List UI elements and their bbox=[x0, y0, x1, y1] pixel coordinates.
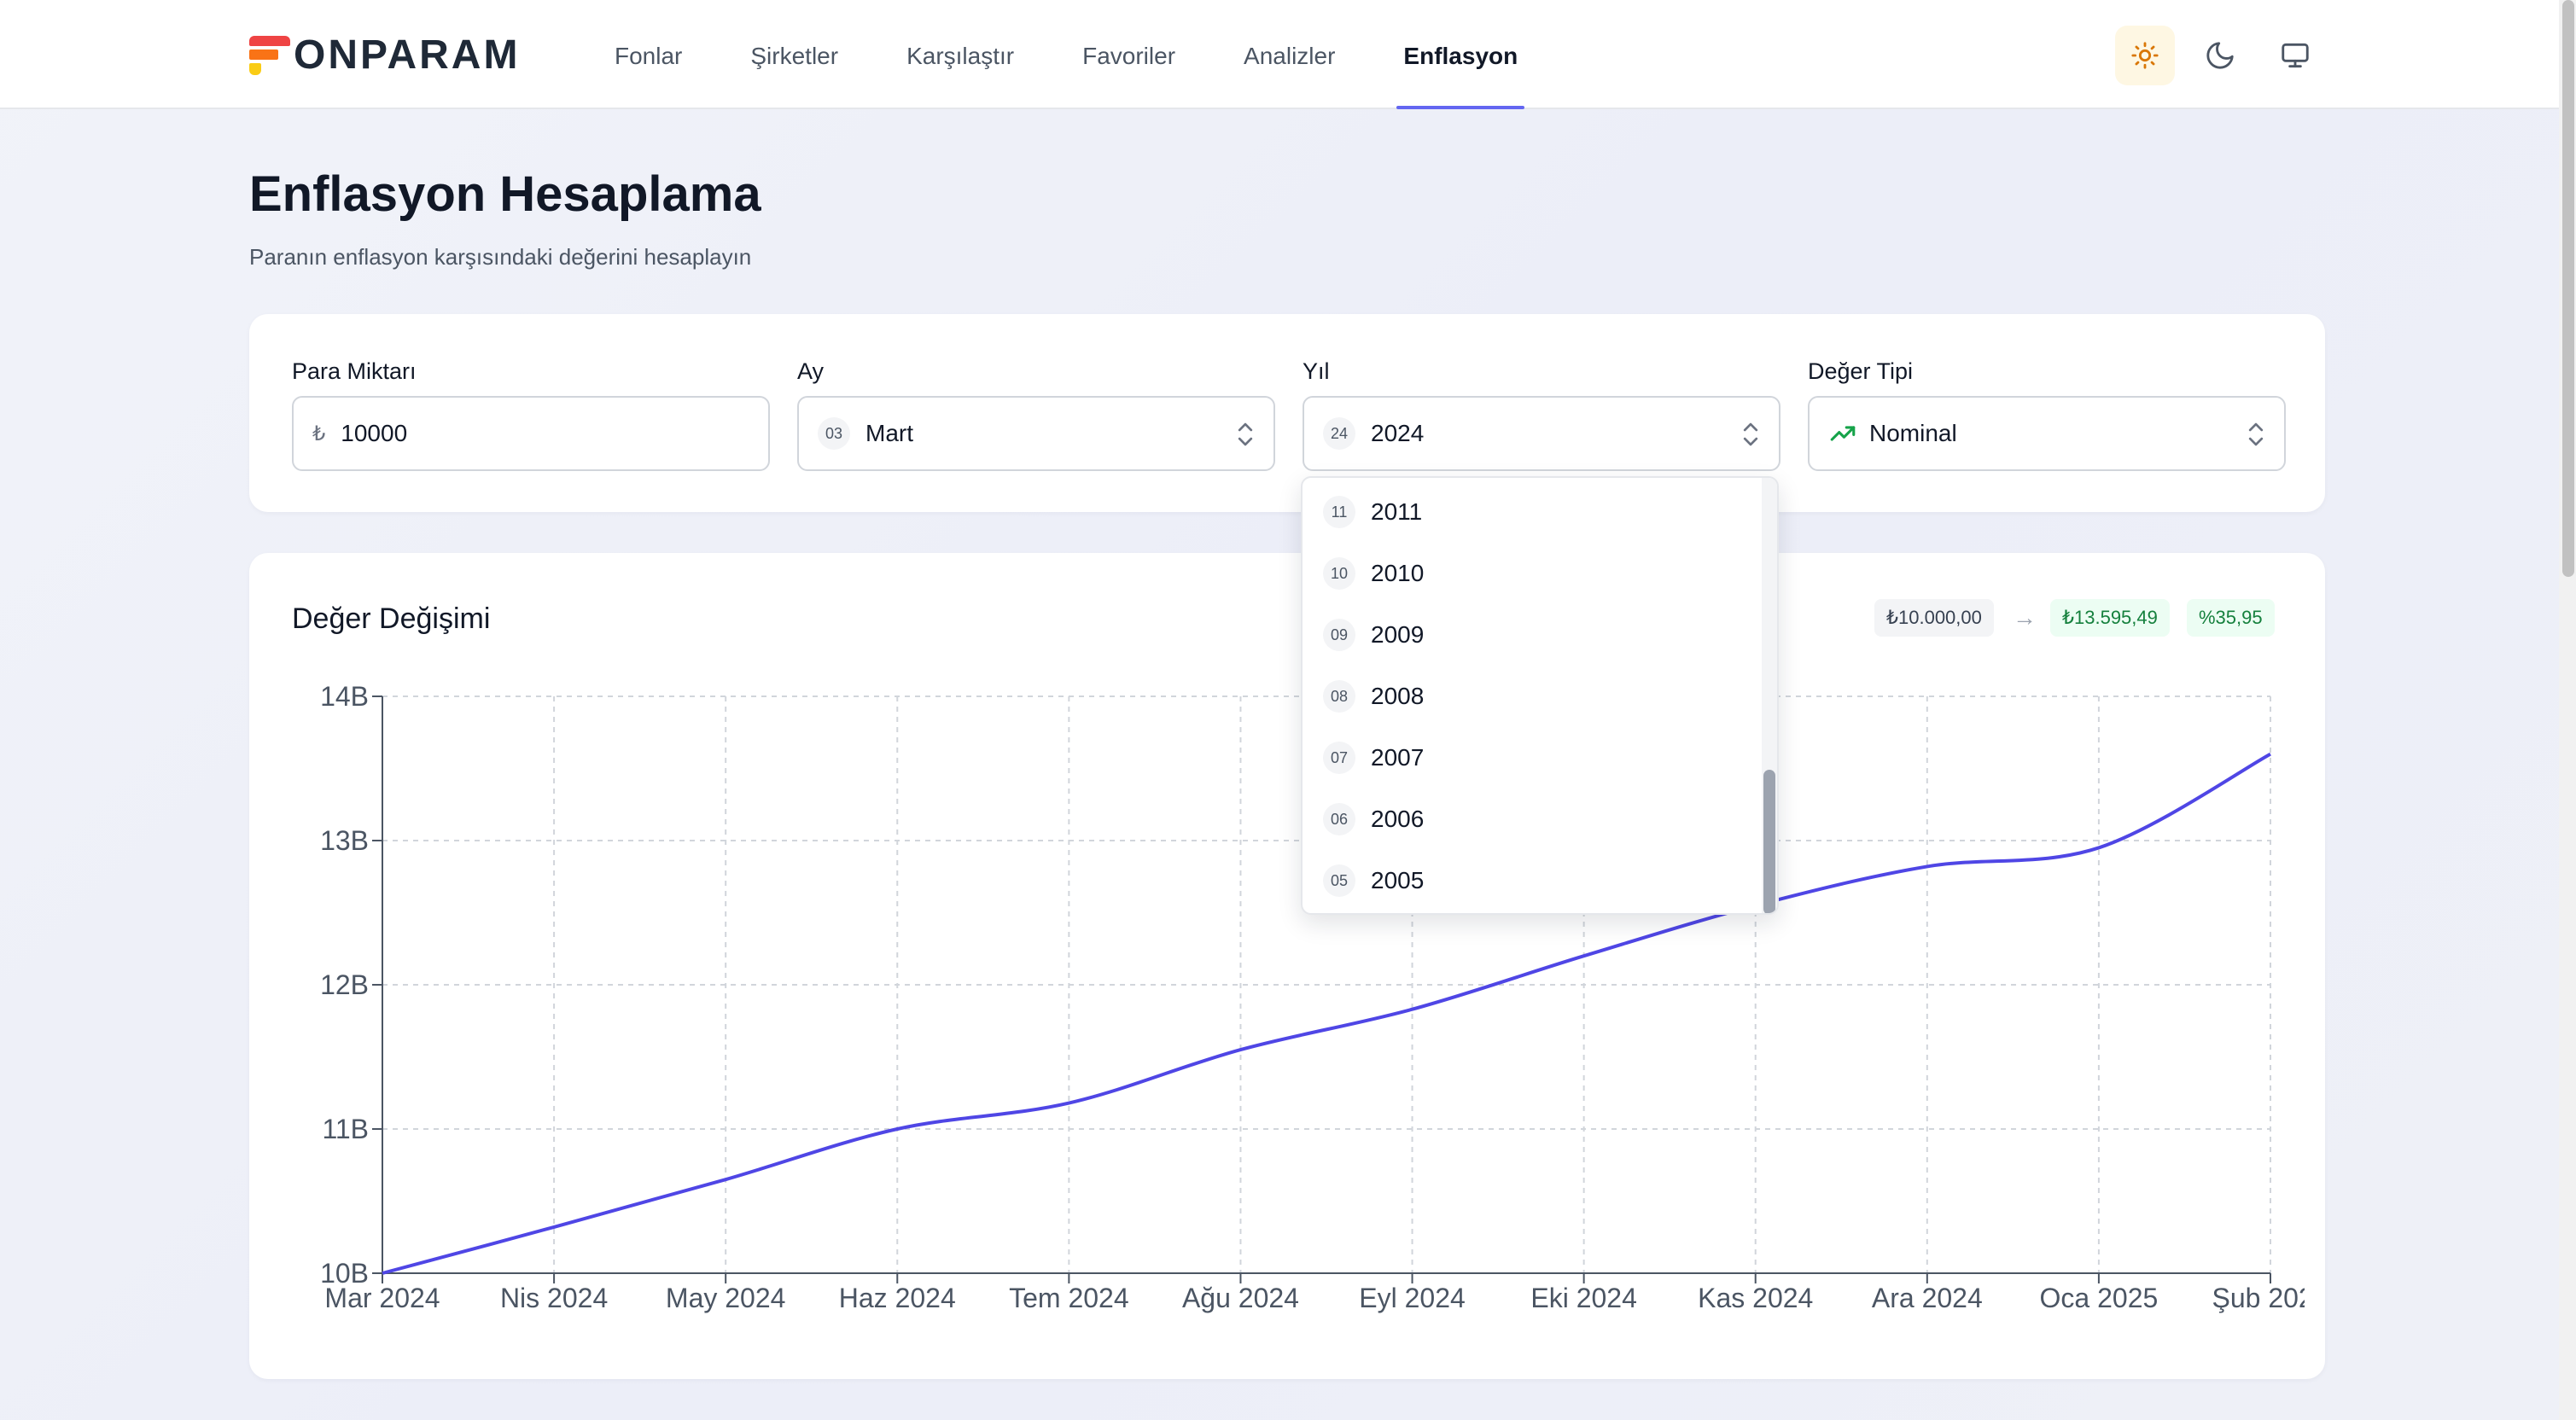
year-option-label: 2009 bbox=[1371, 621, 1425, 648]
x-tick-label: Ara 2024 bbox=[1872, 1283, 1983, 1313]
x-tick-label: Eyl 2024 bbox=[1359, 1283, 1466, 1313]
dropdown-scrollbar-thumb[interactable] bbox=[1763, 770, 1775, 913]
amount-value: 10000 bbox=[341, 420, 408, 446]
y-tick-label: 13B bbox=[320, 825, 369, 856]
year-option-label: 2010 bbox=[1371, 560, 1425, 586]
year-value: 2024 bbox=[1371, 420, 1425, 446]
end-value-badge: ₺13.595,49 bbox=[2050, 599, 2170, 637]
year-option-badge: 06 bbox=[1323, 803, 1355, 835]
chart-card bbox=[249, 553, 2325, 1379]
year-option-badge: 05 bbox=[1323, 864, 1355, 897]
lira-prefix: ₺ bbox=[312, 422, 326, 445]
logo-text: ONPARAM bbox=[294, 32, 521, 78]
y-tick-label: 10B bbox=[320, 1258, 369, 1289]
value-type-label: Değer Tipi bbox=[1808, 358, 1914, 384]
year-option[interactable]: 08 2008 bbox=[1303, 666, 1763, 727]
nav-analizler[interactable]: Analizler bbox=[1244, 43, 1336, 69]
year-badge: 24 bbox=[1323, 417, 1355, 450]
nav-sirketler[interactable]: Şirketler bbox=[750, 43, 839, 69]
x-tick-label: Haz 2024 bbox=[839, 1283, 956, 1313]
year-option-badge: 09 bbox=[1323, 619, 1355, 651]
year-label: Yıl bbox=[1303, 358, 1330, 384]
dark-theme-button[interactable] bbox=[2190, 26, 2250, 85]
chevron-updown-icon bbox=[1238, 422, 1253, 446]
year-option[interactable]: 05 2005 bbox=[1303, 850, 1763, 911]
x-tick-label: Kas 2024 bbox=[1698, 1283, 1813, 1313]
x-tick-label: Nis 2024 bbox=[500, 1283, 608, 1313]
nav-fonlar[interactable]: Fonlar bbox=[615, 43, 683, 69]
year-option-label: 2007 bbox=[1371, 744, 1425, 771]
y-tick-label: 14B bbox=[320, 681, 369, 712]
system-theme-button[interactable] bbox=[2265, 26, 2325, 85]
x-tick-label: Şub 2025 bbox=[2212, 1283, 2305, 1313]
light-theme-button[interactable] bbox=[2115, 26, 2175, 85]
y-tick-label: 11B bbox=[322, 1114, 369, 1144]
x-tick-label: Eki 2024 bbox=[1530, 1283, 1637, 1313]
year-select[interactable]: 24 2024 bbox=[1303, 396, 1780, 471]
year-option-badge: 10 bbox=[1323, 557, 1355, 590]
page-title: Enflasyon Hesaplama bbox=[249, 166, 761, 222]
month-select[interactable]: 03 Mart bbox=[797, 396, 1275, 471]
chart-title: Değer Değişimi bbox=[292, 602, 491, 635]
nav-enflasyon[interactable]: Enflasyon bbox=[1396, 0, 1525, 109]
y-tick-label: 12B bbox=[320, 969, 369, 1000]
year-option-label: 2008 bbox=[1371, 683, 1425, 709]
x-tick-label: Tem 2024 bbox=[1009, 1283, 1129, 1313]
year-option-badge: 11 bbox=[1323, 496, 1355, 528]
year-dropdown-list[interactable]: 11 2011 10 2010 09 2009 08 2008 07 2007 … bbox=[1301, 476, 1779, 915]
page-scrollbar-thumb[interactable] bbox=[2562, 0, 2574, 577]
month-value: Mart bbox=[865, 420, 913, 446]
logo-mark bbox=[249, 34, 290, 75]
amount-label: Para Miktarı bbox=[292, 358, 417, 384]
start-value-badge: ₺10.000,00 bbox=[1874, 599, 1994, 637]
year-option-label: 2005 bbox=[1371, 867, 1425, 893]
logo[interactable]: ONPARAM bbox=[249, 32, 521, 78]
top-header: ONPARAM Fonlar Şirketler Karşılaştır Fav… bbox=[0, 0, 2559, 109]
x-tick-label: Oca 2025 bbox=[2040, 1283, 2159, 1313]
x-tick-label: May 2024 bbox=[666, 1283, 786, 1313]
nav-karsilastir[interactable]: Karşılaştır bbox=[906, 43, 1015, 69]
year-option[interactable]: 10 2010 bbox=[1303, 543, 1763, 604]
year-option-badge: 08 bbox=[1323, 680, 1355, 713]
year-option[interactable]: 11 2011 bbox=[1303, 481, 1763, 543]
arrow-right-icon: → bbox=[2013, 604, 2037, 631]
main-nav: Fonlar Şirketler Karşılaştır Favoriler A… bbox=[608, 0, 1579, 109]
year-option-label: 2006 bbox=[1371, 806, 1425, 832]
series-line bbox=[382, 752, 2271, 1275]
year-option-label: 2011 bbox=[1371, 498, 1423, 525]
sun-icon bbox=[2131, 42, 2159, 69]
nav-favoriler[interactable]: Favoriler bbox=[1082, 43, 1176, 69]
monitor-icon bbox=[2282, 43, 2309, 68]
value-type-value: Nominal bbox=[1869, 420, 1957, 446]
x-tick-label: Mar 2024 bbox=[324, 1283, 440, 1313]
x-tick-label: Ağu 2024 bbox=[1182, 1283, 1299, 1313]
year-option[interactable]: 06 2006 bbox=[1303, 789, 1763, 850]
year-option[interactable]: 07 2007 bbox=[1303, 727, 1763, 789]
change-percent-badge: %35,95 bbox=[2187, 599, 2275, 637]
trending-up-icon bbox=[1830, 426, 1856, 441]
month-label: Ay bbox=[797, 358, 825, 384]
chevron-updown-icon bbox=[1743, 422, 1758, 446]
page-subtitle: Paranın enflasyon karşısındaki değerini … bbox=[249, 244, 752, 270]
month-badge: 03 bbox=[818, 417, 850, 450]
year-option[interactable]: 09 2009 bbox=[1303, 604, 1763, 666]
moon-icon bbox=[2206, 42, 2234, 69]
amount-input[interactable]: ₺ 10000 bbox=[292, 396, 770, 471]
value-type-select[interactable]: Nominal bbox=[1808, 396, 2286, 471]
chevron-updown-icon bbox=[2248, 422, 2264, 446]
year-option-badge: 07 bbox=[1323, 742, 1355, 774]
